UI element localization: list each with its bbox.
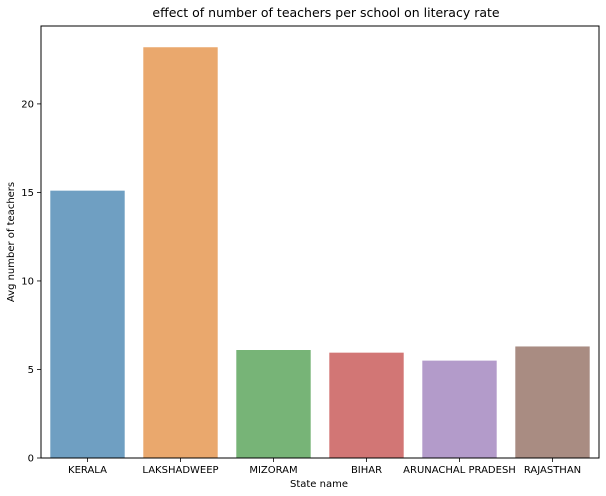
x-tick-label: MIZORAM	[249, 465, 297, 476]
bar-kerala	[50, 190, 125, 458]
bar-rajasthan	[515, 346, 590, 458]
x-tick-label: ARUNACHAL PRADESH	[403, 465, 516, 476]
x-tick-label: RAJASTHAN	[524, 465, 581, 476]
bar-bihar	[329, 352, 404, 458]
y-tick-label: 10	[21, 276, 34, 287]
y-axis-label: Avg number of teachers	[6, 182, 17, 302]
y-tick-label: 0	[28, 454, 34, 465]
y-tick-label: 15	[21, 188, 34, 199]
bar-arunachal-pradesh	[422, 360, 497, 458]
bar-mizoram	[236, 350, 311, 458]
x-tick-label: BIHAR	[351, 465, 382, 476]
bar-lakshadweep	[143, 47, 218, 458]
y-tick-label: 20	[21, 99, 34, 110]
plot-frame	[40, 25, 600, 459]
x-tick-label: LAKSHADWEEP	[142, 465, 218, 476]
chart-title: effect of number of teachers per school …	[152, 5, 500, 20]
x-axis-label: State name	[290, 479, 348, 490]
x-tick-label: KERALA	[68, 465, 107, 476]
y-tick-label: 5	[28, 365, 34, 376]
